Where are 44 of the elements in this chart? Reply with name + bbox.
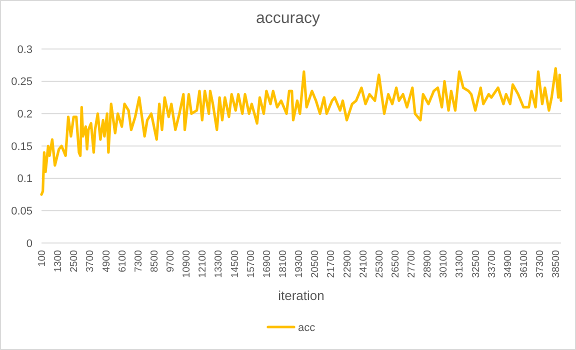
x-tick-label: 12100 [198,250,209,278]
x-tick-label: 38500 [551,250,562,278]
x-tick-label: 22900 [342,250,354,278]
x-tick-label: 32500 [470,250,482,278]
y-tick-label: 0.15 [11,140,32,153]
x-tick-label: 18100 [278,250,290,278]
x-tick-label: 14500 [230,250,241,278]
x-tick-label: 24100 [358,250,370,278]
y-tick-label: 0.3 [17,44,32,56]
x-tick-label: 31300 [454,250,466,278]
y-tick-label: 0.25 [11,76,32,88]
y-tick-label: 0.05 [11,206,32,218]
x-tick-label: 16900 [262,250,273,278]
x-tick-label: 37300 [535,250,546,278]
x-tick-label: 8500 [149,250,160,272]
x-tick-label: 4900 [101,250,112,272]
x-tick-label: 20500 [310,250,322,278]
x-tick-label: 36100 [519,250,530,278]
x-axis-title: iteration [278,288,324,303]
x-tick-label: 27700 [406,250,418,278]
line-series [40,67,562,196]
x-tick-label: 33700 [486,250,498,278]
y-tick-label: 0 [26,238,32,250]
y-tick-label: 0.2 [17,108,32,121]
x-tick-label: 25300 [374,250,386,278]
chart-title: accuracy [256,10,320,27]
x-tick-label: 1300 [53,250,64,272]
x-tick-label: 10900 [182,250,193,278]
x-tick-label: 3700 [85,250,96,272]
x-tick-label: 2500 [69,250,80,272]
x-tick-label: 100 [37,250,48,267]
x-tick-label: 7300 [133,250,144,272]
x-tick-label: 30100 [438,250,450,278]
x-tick-label: 26500 [390,250,402,278]
x-tick-label: 6100 [117,250,128,272]
x-tick-label: 28900 [422,250,434,278]
legend-label: acc [298,322,316,334]
x-tick-label: 34900 [502,250,514,278]
x-tick-label: 19300 [294,250,306,278]
x-tick-label: 15700 [246,250,257,278]
x-tick-label: 13300 [214,250,225,278]
x-tick-label: 21700 [326,250,338,278]
y-tick-label: 0.1 [17,173,32,186]
x-tick-label: 9700 [166,250,177,272]
